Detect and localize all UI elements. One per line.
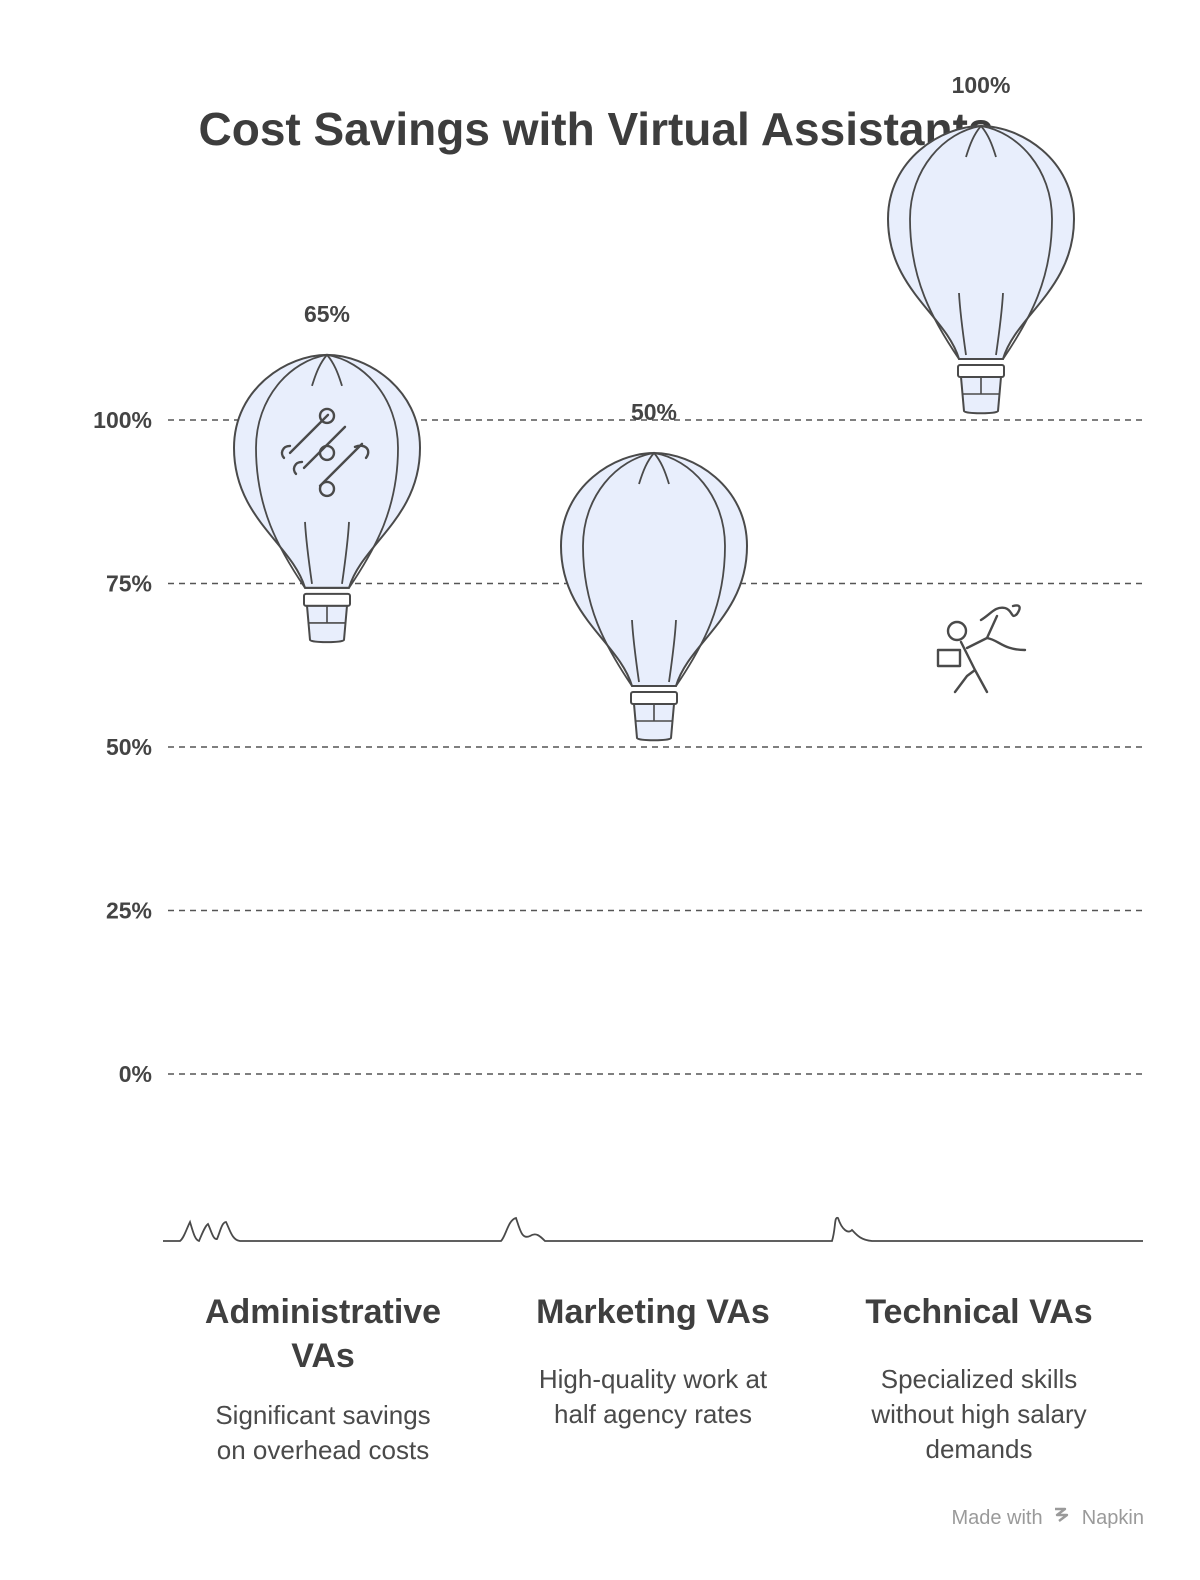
balloon-envelope	[886, 124, 1076, 360]
value-label: 100%	[952, 72, 1011, 98]
category-description: High-quality work at half agency rates	[538, 1364, 768, 1429]
balloon-basket-rim	[630, 691, 678, 705]
category-marketing: Marketing VAs High-quality work at half …	[503, 1290, 803, 1432]
category-technical: Technical VAs Specialized skills without…	[829, 1290, 1129, 1467]
document-roll-icon	[280, 407, 370, 498]
y-tick-label: 0%	[119, 1061, 152, 1087]
y-tick-label: 75%	[106, 571, 152, 597]
delivery-person-icon	[936, 604, 1027, 694]
balloon	[886, 124, 1076, 415]
category-administrative: Administrative VAs Significant savings o…	[173, 1290, 473, 1468]
category-title: Technical VAs	[865, 1293, 1093, 1331]
y-tick-label: 50%	[106, 734, 152, 760]
footer: Made with Napkin	[951, 1504, 1144, 1530]
value-label: 65%	[304, 301, 350, 327]
category-description: Specialized skills without high salary d…	[871, 1364, 1087, 1464]
balloon-basket	[632, 703, 676, 742]
balloon-basket-rim	[303, 592, 351, 607]
y-tick-label: 100%	[93, 407, 152, 433]
footer-brand: Napkin	[1081, 1507, 1144, 1529]
chart-title: Cost Savings with Virtual Assistants	[199, 103, 994, 155]
balloon	[559, 451, 1027, 742]
ground-line	[163, 1216, 1143, 1243]
category-title: Administrative VAs	[204, 1293, 442, 1375]
value-label: 50%	[631, 399, 677, 425]
balloons: 65% 50% 100%	[232, 72, 1076, 742]
footer-text: Made with	[951, 1507, 1043, 1529]
y-tick-label: 25%	[106, 898, 152, 924]
y-axis: 0% 25% 50% 75% 100%	[93, 407, 152, 1087]
balloon	[232, 353, 422, 644]
napkin-logo-icon	[1052, 1504, 1072, 1530]
balloon-envelope	[559, 451, 749, 687]
category-description: Significant savings on overhead costs	[215, 1400, 431, 1465]
balloon-envelope	[232, 353, 422, 589]
category-title: Marketing VAs	[536, 1293, 770, 1331]
balloon-basket	[959, 376, 1003, 415]
balloon-basket-rim	[957, 364, 1005, 378]
balloon-basket	[305, 604, 349, 644]
